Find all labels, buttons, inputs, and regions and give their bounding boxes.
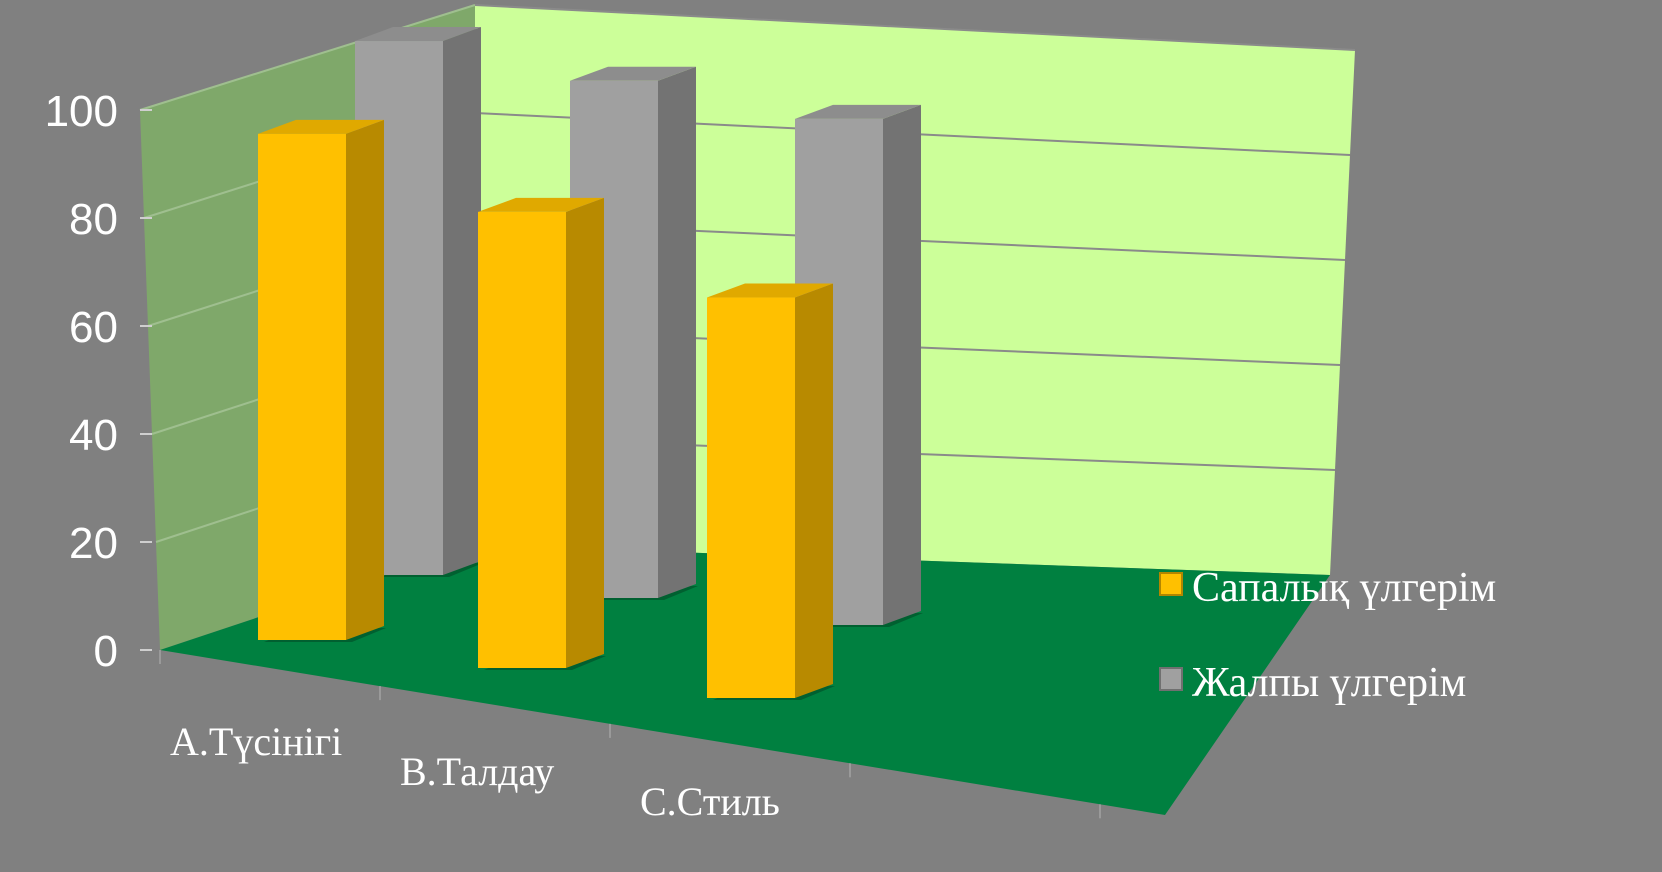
bar-side — [658, 66, 696, 598]
bar-top — [570, 66, 696, 81]
y-tick-label: 40 — [69, 411, 118, 460]
y-tick-label: 0 — [94, 627, 118, 676]
bar-side — [566, 197, 604, 668]
bar-front — [478, 211, 566, 668]
bar-front — [707, 297, 795, 698]
y-axis-ticks: 0 20 40 60 80 100 — [45, 87, 152, 676]
bar — [258, 119, 386, 642]
legend-label: Жалпы үлгерім — [1192, 660, 1466, 706]
legend-swatch — [1159, 572, 1183, 596]
y-tick-label: 20 — [69, 519, 118, 568]
bar-top — [478, 197, 604, 212]
bar — [707, 283, 835, 700]
bars — [258, 27, 923, 700]
legend: Сапалық үлгерім Жалпы үлгерім — [1159, 565, 1496, 706]
y-tick-label: 80 — [69, 195, 118, 244]
bar-side — [346, 119, 384, 640]
bar-side — [443, 27, 481, 576]
gridline-side — [139, 4, 476, 111]
legend-label: Сапалық үлгерім — [1192, 565, 1496, 611]
bar-top — [355, 27, 481, 42]
bar — [478, 197, 606, 670]
category-label: B.Талдау — [400, 749, 554, 794]
bar-side — [883, 104, 921, 625]
bar-side — [795, 283, 833, 698]
category-labels: A.Түсінігі B.Талдау C.Стиль — [159, 650, 1101, 824]
gridline-back — [474, 4, 1356, 51]
bar-top — [258, 119, 384, 134]
bar-top — [795, 104, 921, 119]
y-tick-label: 60 — [69, 303, 118, 352]
bar-top — [707, 283, 833, 298]
category-label: A.Түсінігі — [170, 719, 342, 764]
y-tick-label: 100 — [45, 87, 118, 136]
bar-front — [258, 133, 346, 640]
category-label: C.Стиль — [640, 779, 780, 824]
legend-swatch — [1159, 667, 1183, 691]
